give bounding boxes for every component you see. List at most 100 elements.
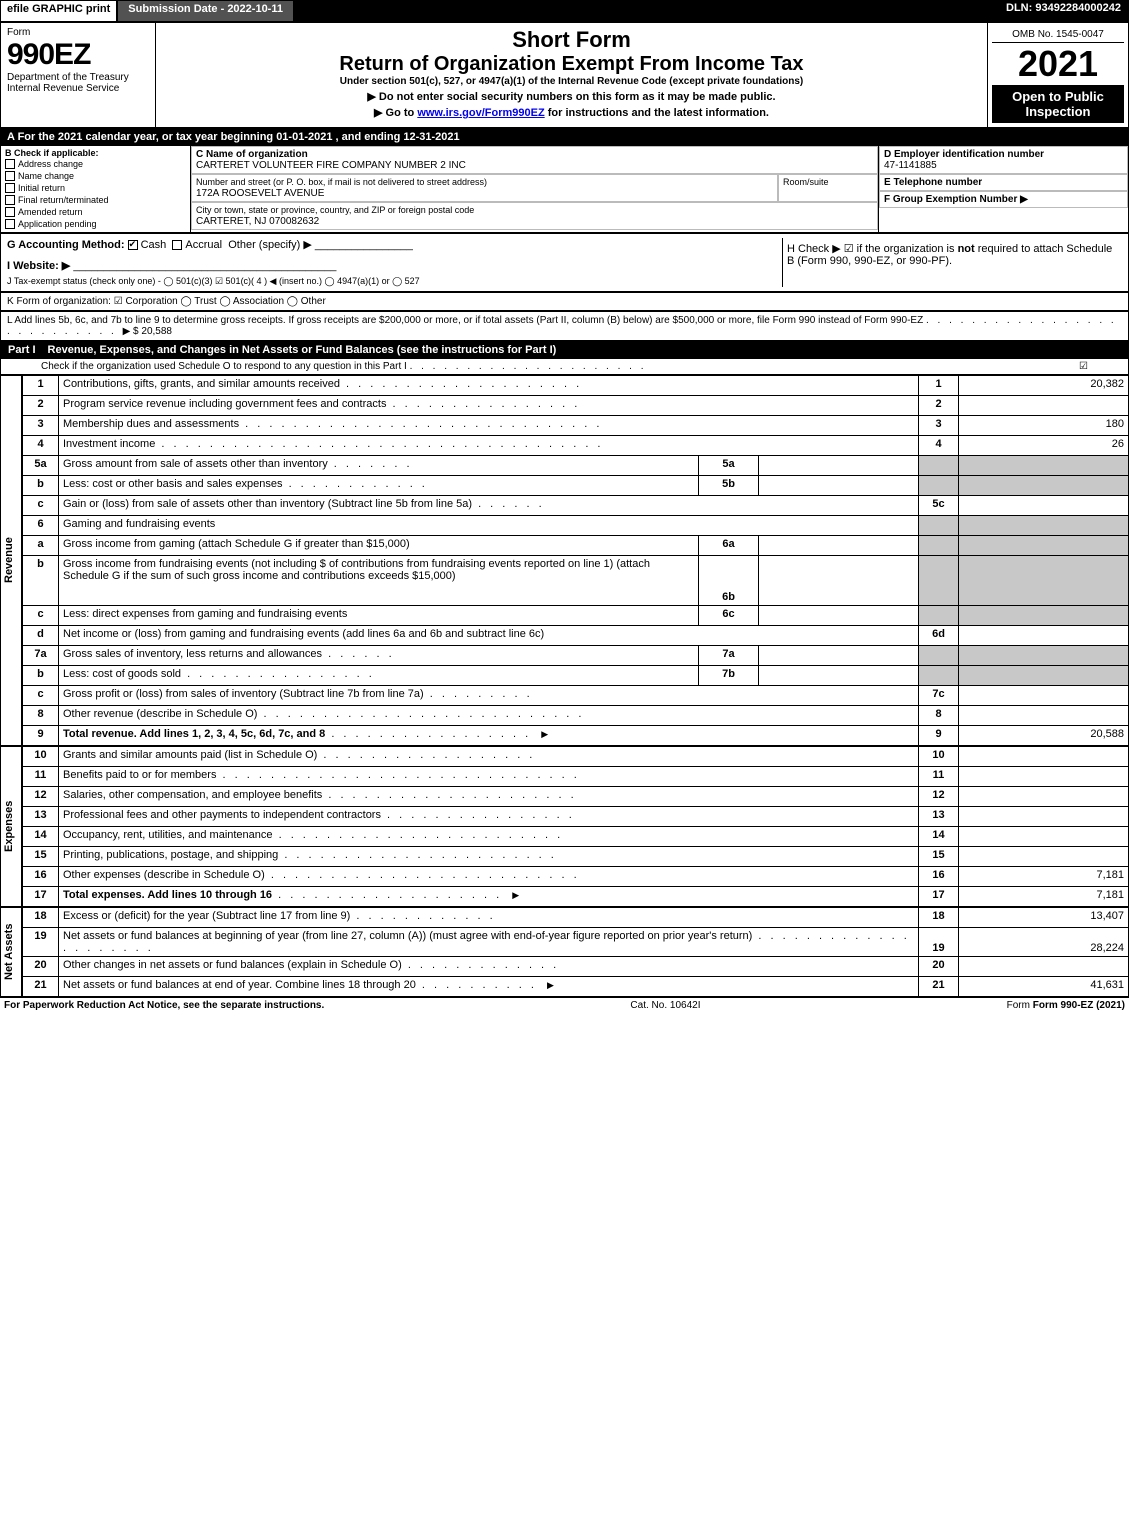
check-address-label: Address change xyxy=(18,159,83,169)
street-label: Number and street (or P. O. box, if mail… xyxy=(196,177,487,187)
check-name[interactable]: Name change xyxy=(5,170,186,182)
line-desc: Occupancy, rent, utilities, and maintena… xyxy=(59,827,919,847)
l-amount: ▶ $ 20,588 xyxy=(123,326,172,337)
line-num: 11 xyxy=(919,767,959,787)
section-h: H Check ▶ ☑ if the organization is not r… xyxy=(782,238,1122,287)
line-val: 41,631 xyxy=(959,977,1129,997)
line-6: 6Gaming and fundraising events xyxy=(23,516,1129,536)
street-cell: Number and street (or P. O. box, if mail… xyxy=(191,174,778,202)
line-desc: Other revenue (describe in Schedule O) .… xyxy=(59,706,919,726)
city-value: CARTERET, NJ 070082632 xyxy=(196,216,319,227)
return-title: Return of Organization Exempt From Incom… xyxy=(160,53,983,76)
line-desc: Gross profit or (loss) from sales of inv… xyxy=(59,686,919,706)
footer-right: Form Form 990-EZ (2021) xyxy=(1007,1000,1125,1011)
check-pending[interactable]: Application pending xyxy=(5,218,186,230)
lineno: 14 xyxy=(23,827,59,847)
phone-cell: E Telephone number xyxy=(879,174,1128,191)
lineno: 8 xyxy=(23,706,59,726)
lineno: 3 xyxy=(23,416,59,436)
line-7a: 7aGross sales of inventory, less returns… xyxy=(23,646,1129,666)
header-left: Form 990EZ Department of the Treasury In… xyxy=(1,23,156,127)
section-gij: G Accounting Method: Cash Accrual Other … xyxy=(7,238,782,287)
line-desc: Gross income from fundraising events (no… xyxy=(59,556,699,606)
section-c: C Name of organization CARTERET VOLUNTEE… xyxy=(191,146,878,232)
city-cell: City or town, state or province, country… xyxy=(191,202,878,230)
grey-cell xyxy=(919,476,959,496)
efile-print-button[interactable]: efile GRAPHIC print xyxy=(0,0,117,22)
line-val xyxy=(959,706,1129,726)
line-val: 28,224 xyxy=(959,928,1129,957)
grey-cell xyxy=(919,456,959,476)
goto-pre: ▶ Go to xyxy=(374,107,417,119)
line-g: G Accounting Method: Cash Accrual Other … xyxy=(7,238,782,251)
line-val: 7,181 xyxy=(959,887,1129,907)
line-val xyxy=(959,807,1129,827)
lineno: 16 xyxy=(23,867,59,887)
c-label: C Name of organization xyxy=(196,149,308,160)
check-final[interactable]: Final return/terminated xyxy=(5,194,186,206)
line-10: 10Grants and similar amounts paid (list … xyxy=(23,747,1129,767)
check-initial-label: Initial return xyxy=(18,183,65,193)
check-initial[interactable]: Initial return xyxy=(5,182,186,194)
netassets-table: 18Excess or (deficit) for the year (Subt… xyxy=(22,907,1129,997)
part1-check-text: Check if the organization used Schedule … xyxy=(41,361,407,372)
sub-val xyxy=(759,456,919,476)
f-label: F Group Exemption Number ▶ xyxy=(884,194,1028,205)
line-3: 3Membership dues and assessments . . . .… xyxy=(23,416,1129,436)
line-desc: Investment income . . . . . . . . . . . … xyxy=(59,436,919,456)
lineno: 11 xyxy=(23,767,59,787)
lineno: 20 xyxy=(23,957,59,977)
grey-cell xyxy=(919,536,959,556)
lineno: a xyxy=(23,536,59,556)
line-num: 14 xyxy=(919,827,959,847)
line-num: 4 xyxy=(919,436,959,456)
grey-cell xyxy=(959,476,1129,496)
header-right: OMB No. 1545-0047 2021 Open to Public In… xyxy=(988,23,1128,127)
netassets-section: Net Assets 18Excess or (deficit) for the… xyxy=(0,907,1129,997)
lineno: 15 xyxy=(23,847,59,867)
line-desc: Contributions, gifts, grants, and simila… xyxy=(59,376,919,396)
line-num: 2 xyxy=(919,396,959,416)
line-desc: Less: cost of goods sold . . . . . . . .… xyxy=(59,666,699,686)
line-desc: Total expenses. Add lines 10 through 16 … xyxy=(59,887,919,907)
check-final-label: Final return/terminated xyxy=(18,195,109,205)
revenue-table: 1Contributions, gifts, grants, and simil… xyxy=(22,375,1129,746)
lineno: 7a xyxy=(23,646,59,666)
submission-date: Submission Date - 2022-10-11 xyxy=(117,0,294,22)
section-k: K Form of organization: ☑ Corporation ◯ … xyxy=(0,292,1129,311)
check-address[interactable]: Address change xyxy=(5,158,186,170)
line-6b: bGross income from fundraising events (n… xyxy=(23,556,1129,606)
short-form-title: Short Form xyxy=(160,27,983,53)
line-15: 15Printing, publications, postage, and s… xyxy=(23,847,1129,867)
line-18: 18Excess or (deficit) for the year (Subt… xyxy=(23,908,1129,928)
sub-val xyxy=(759,666,919,686)
grey-cell xyxy=(959,646,1129,666)
irs-link[interactable]: www.irs.gov/Form990EZ xyxy=(417,107,544,119)
g-label: G Accounting Method: xyxy=(7,239,125,251)
check-accrual[interactable] xyxy=(172,240,182,250)
lineno: b xyxy=(23,476,59,496)
part1-num: Part I xyxy=(8,344,48,356)
line-desc: Printing, publications, postage, and shi… xyxy=(59,847,919,867)
org-name: CARTERET VOLUNTEER FIRE COMPANY NUMBER 2… xyxy=(196,160,466,171)
under-section: Under section 501(c), 527, or 4947(a)(1)… xyxy=(160,76,983,87)
part1-check-row: Check if the organization used Schedule … xyxy=(0,359,1129,375)
sub-val xyxy=(759,646,919,666)
sub-num: 6a xyxy=(699,536,759,556)
section-b: B Check if applicable: Address change Na… xyxy=(1,146,191,232)
line-num: 20 xyxy=(919,957,959,977)
check-cash[interactable] xyxy=(128,240,138,250)
part1-checkmark[interactable]: ☑ xyxy=(1079,361,1088,372)
line-desc: Less: cost or other basis and sales expe… xyxy=(59,476,699,496)
line-num: 17 xyxy=(919,887,959,907)
ein-cell: D Employer identification number 47-1141… xyxy=(879,146,1128,174)
line-7b: bLess: cost of goods sold . . . . . . . … xyxy=(23,666,1129,686)
check-amended[interactable]: Amended return xyxy=(5,206,186,218)
line-desc: Gross sales of inventory, less returns a… xyxy=(59,646,699,666)
line-desc: Net assets or fund balances at beginning… xyxy=(59,928,919,957)
d-label: D Employer identification number xyxy=(884,149,1044,160)
website-label: I Website: ▶ xyxy=(7,260,70,272)
grey-cell xyxy=(919,666,959,686)
cash-label: Cash xyxy=(141,239,167,251)
sub-val xyxy=(759,536,919,556)
